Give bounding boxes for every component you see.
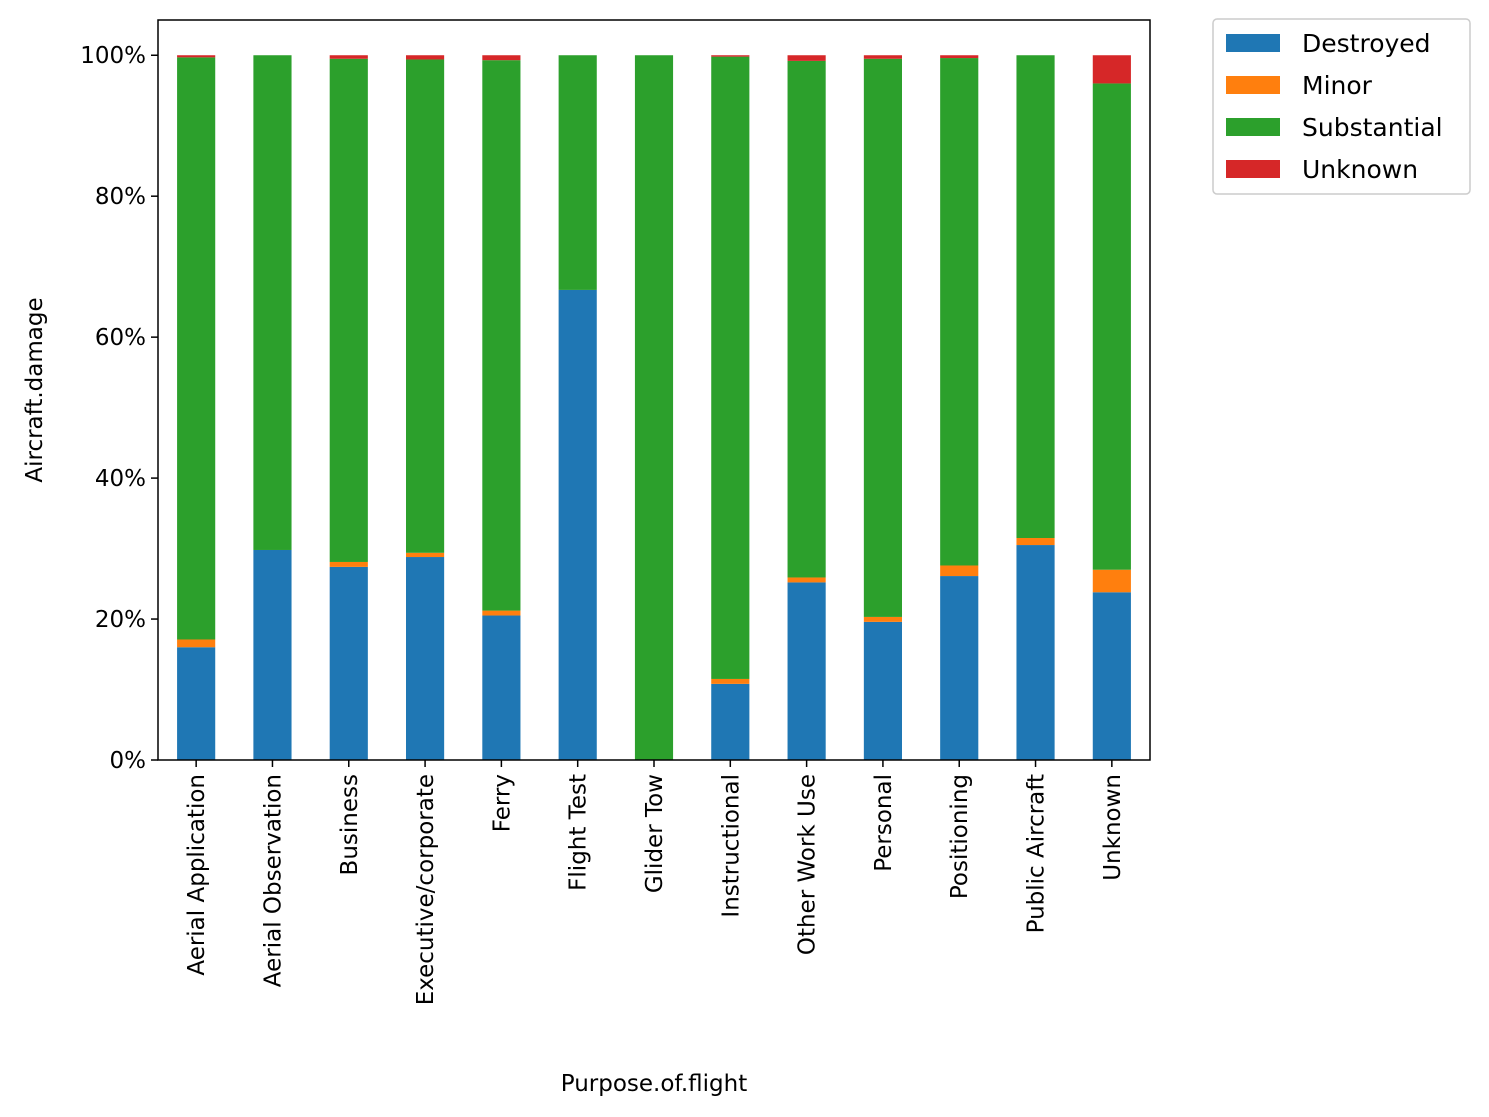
legend-swatch xyxy=(1226,34,1280,52)
legend-swatch xyxy=(1226,118,1280,136)
x-tick-label: Instructional xyxy=(718,774,744,918)
bar-segment xyxy=(406,552,445,558)
bar-segment xyxy=(177,55,216,58)
bar-segment xyxy=(329,566,368,760)
bar-segment xyxy=(482,615,521,760)
x-tick-label: Aerial Observation xyxy=(260,774,286,987)
x-tick-label: Ferry xyxy=(489,774,515,832)
y-axis-label: Aircraft.damage xyxy=(22,297,48,482)
bar-segment xyxy=(711,55,750,57)
legend-label: Destroyed xyxy=(1302,29,1431,58)
legend-swatch xyxy=(1226,160,1280,178)
bar-segment xyxy=(558,55,597,290)
bars-layer xyxy=(177,55,1131,760)
y-tick-label: 80% xyxy=(95,184,146,210)
legend-frame xyxy=(1212,18,1471,195)
bar-segment xyxy=(863,58,902,617)
bar-segment xyxy=(1092,83,1131,570)
bar-segment xyxy=(940,58,979,566)
legend-label: Minor xyxy=(1302,71,1373,100)
bar-segment xyxy=(711,56,750,679)
bar-segment xyxy=(940,565,979,577)
legend-label: Unknown xyxy=(1302,155,1418,184)
bar-segment xyxy=(482,60,521,611)
y-tick-label: 0% xyxy=(110,748,147,774)
bar-segment xyxy=(177,639,216,648)
bar-segment xyxy=(863,55,902,59)
x-tick-label: Positioning xyxy=(947,774,973,899)
legend-swatch xyxy=(1226,76,1280,94)
bar-segment xyxy=(1016,545,1055,760)
x-tick-label: Executive/corporate xyxy=(413,774,439,1005)
y-axis: 0% 20% 40% 60% 80% 100% xyxy=(80,43,158,774)
bar-segment xyxy=(1092,569,1131,593)
bar-segment xyxy=(177,647,216,760)
bar-segment xyxy=(711,683,750,760)
bar-segment xyxy=(329,58,368,562)
bar-segment xyxy=(787,60,826,578)
legend: Destroyed Minor Substantial Unknown xyxy=(1212,18,1471,195)
legend-label: Substantial xyxy=(1302,113,1443,142)
x-tick-label: Glider Tow xyxy=(642,774,668,893)
bar-segment xyxy=(406,59,445,553)
bar-segment xyxy=(482,55,521,61)
bar-segment xyxy=(787,577,826,583)
bar-segment xyxy=(329,561,368,567)
bar-segment xyxy=(558,289,597,760)
y-tick-label: 100% xyxy=(80,43,146,69)
bar-segment xyxy=(940,576,979,760)
bar-segment xyxy=(482,610,521,616)
y-tick-label: 20% xyxy=(95,607,146,633)
bar-segment xyxy=(253,549,292,760)
bar-segment xyxy=(406,55,445,60)
x-tick-label: Other Work Use xyxy=(795,774,821,955)
x-tick-label: Flight Test xyxy=(566,774,592,891)
bar-segment xyxy=(711,678,750,684)
bar-segment xyxy=(863,616,902,622)
bar-segment xyxy=(329,55,368,59)
x-tick-label: Aerial Application xyxy=(184,774,210,976)
bar-segment xyxy=(787,55,826,61)
x-tick-label: Public Aircraft xyxy=(1024,774,1050,933)
x-tick-label: Business xyxy=(337,774,363,875)
bar-segment xyxy=(863,621,902,760)
x-tick-label: Personal xyxy=(871,774,897,872)
y-tick-label: 60% xyxy=(95,325,146,351)
bar-segment xyxy=(940,55,979,59)
bar-segment xyxy=(787,582,826,760)
bar-segment xyxy=(1092,592,1131,760)
bar-segment xyxy=(1016,55,1055,538)
bar-segment xyxy=(177,57,216,640)
bar-segment xyxy=(253,55,292,550)
bar-segment xyxy=(1092,55,1131,84)
bar-segment xyxy=(1016,538,1055,546)
y-tick-label: 40% xyxy=(95,466,146,492)
bar-segment xyxy=(406,557,445,760)
x-axis-label: Purpose.of.flight xyxy=(561,1071,748,1097)
legend-items: Destroyed Minor Substantial Unknown xyxy=(1226,29,1443,184)
x-tick-label: Unknown xyxy=(1100,774,1126,881)
bar-segment xyxy=(634,55,674,760)
x-axis: Aerial Application Aerial Observation Busi… xyxy=(184,760,1126,1005)
